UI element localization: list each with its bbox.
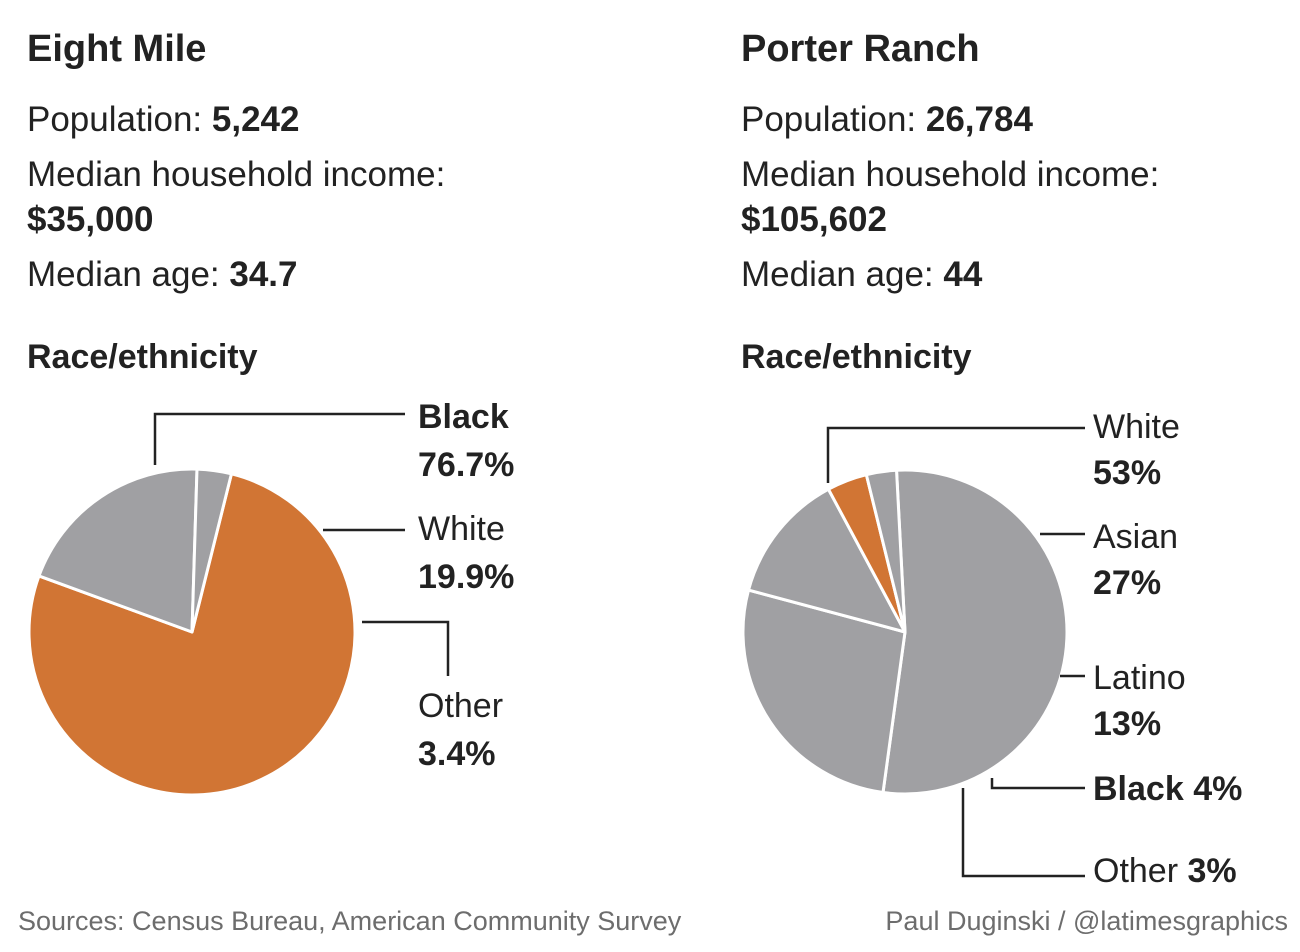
population-label: Population: xyxy=(27,100,203,139)
slice-label-other: Other xyxy=(418,687,503,725)
slice-percent-black: 76.7% xyxy=(418,446,514,484)
slice-percent-white: 53% xyxy=(1093,454,1161,492)
credit-note: Paul Duginski / @latimesgraphics xyxy=(885,906,1288,936)
porter-ranch-panel: Porter Ranch Population: 26,784 Median h… xyxy=(741,0,1300,900)
slice-label-white: White xyxy=(1093,408,1180,446)
pie-chart-1: White 53% Asian 27% Latino 13% Black 4% Other 3… xyxy=(741,408,1242,890)
slice-label-other: Other 3% xyxy=(1093,852,1237,890)
leader-line-white xyxy=(826,426,1085,483)
age-stat: Median age: 44 xyxy=(741,255,982,295)
age-value: 44 xyxy=(943,255,983,294)
population-value: 26,784 xyxy=(925,100,1033,139)
pie-slice-other xyxy=(864,468,907,634)
slice-label-white: White xyxy=(418,510,505,548)
leader-line-black xyxy=(153,412,405,465)
pie-slice-latino xyxy=(747,487,907,634)
slice-percent-asian: 27% xyxy=(1093,564,1161,602)
pie-slice-white xyxy=(37,467,199,634)
panel-title: Porter Ranch xyxy=(741,28,980,70)
leader-line-black xyxy=(990,778,1085,790)
race-heading: Race/ethnicity xyxy=(741,338,972,376)
eight-mile-panel: Eight Mile Population: 5,242 Median hous… xyxy=(27,0,647,900)
slice-label-black: Black xyxy=(418,398,509,436)
pie-slice-white xyxy=(881,468,1069,796)
slice-name: Other xyxy=(1093,852,1187,890)
age-stat: Median age: 34.7 xyxy=(27,255,298,295)
slice-percent-white: 19.9% xyxy=(418,558,514,596)
population-label: Population: xyxy=(741,100,917,139)
income-label: Median household income: xyxy=(741,155,1160,194)
slice-percent-other: 3.4% xyxy=(418,735,496,773)
slice-label-latino: Latino xyxy=(1093,659,1186,697)
income-label: Median household income: xyxy=(27,155,446,194)
leader-line-other xyxy=(961,788,1085,878)
slice-percent: 3% xyxy=(1187,852,1236,890)
leader-line-other xyxy=(362,620,450,676)
age-label: Median age: xyxy=(741,255,934,294)
age-label: Median age: xyxy=(27,255,220,294)
slice-name: Black xyxy=(1093,770,1193,808)
pie-slice-asian xyxy=(741,588,907,794)
slice-percent: 4% xyxy=(1193,770,1242,808)
slice-percent-latino: 13% xyxy=(1093,705,1161,743)
sources-note: Sources: Census Bureau, American Communi… xyxy=(18,906,682,936)
population-value: 5,242 xyxy=(211,100,300,139)
panel-title: Eight Mile xyxy=(27,28,207,70)
slice-label-black: Black 4% xyxy=(1093,770,1242,808)
pie-slice-other xyxy=(190,467,233,634)
pie-slice-black xyxy=(27,472,357,797)
income-value: $105,602 xyxy=(741,200,887,239)
slice-label-asian: Asian xyxy=(1093,518,1178,556)
income-value: $35,000 xyxy=(27,200,154,239)
population-stat: Population: 5,242 xyxy=(27,100,299,140)
age-value: 34.7 xyxy=(229,255,298,294)
race-heading: Race/ethnicity xyxy=(27,338,258,376)
population-stat: Population: 26,784 xyxy=(741,100,1033,140)
pie-chart-0: Black 76.7% White 19.9% Other 3.4% xyxy=(27,398,514,797)
